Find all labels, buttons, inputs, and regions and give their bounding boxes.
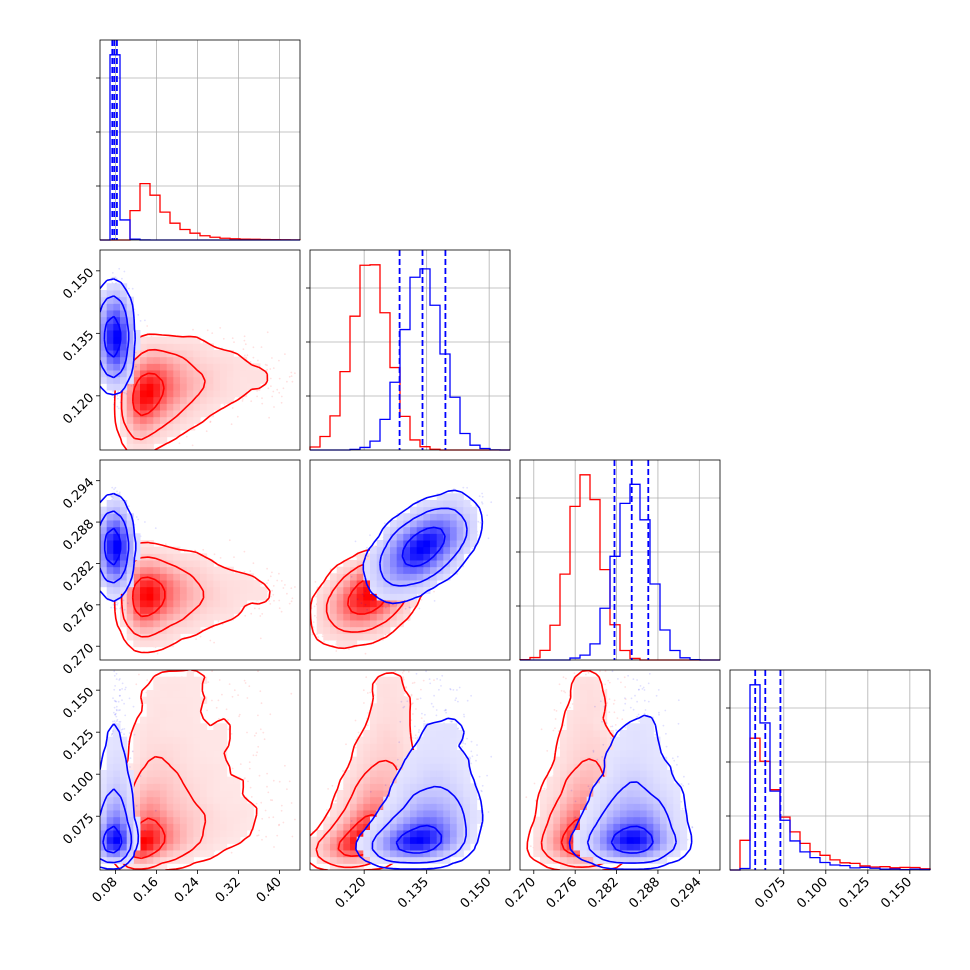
y-tick-label: 0.276	[60, 600, 97, 637]
x-tick-label: 0.100	[794, 875, 831, 912]
x-tick-label: 0.135	[395, 875, 432, 912]
x-tick-label: 0.276	[544, 875, 581, 912]
scatter-panel-3-2	[520, 0, 720, 870]
x-tick-label: 0.294	[668, 875, 705, 912]
hist-panel-2	[516, 460, 720, 660]
scatter-panel-2-1	[297, 460, 510, 660]
x-tick-label: 0.282	[585, 875, 622, 912]
x-tick-label: 0.125	[836, 875, 873, 912]
x-tick-label: 0.150	[458, 875, 495, 912]
x-tick-label: 0.24	[172, 875, 203, 906]
x-tick-label: 0.150	[878, 875, 915, 912]
y-tick-label: 0.120	[60, 391, 97, 428]
y-tick-label: 0.270	[60, 641, 97, 678]
y-tick-label: 0.075	[60, 811, 97, 848]
y-tick-label: 0.294	[60, 475, 97, 512]
x-tick-label: 0.16	[131, 875, 162, 906]
x-tick-label: 0.075	[752, 875, 789, 912]
y-tick-label: 0.125	[60, 727, 97, 764]
x-tick-label: 0.270	[502, 875, 539, 912]
y-tick-label: 0.282	[60, 558, 97, 595]
x-tick-label: 0.120	[333, 875, 370, 912]
y-tick-label: 0.288	[60, 517, 97, 554]
x-tick-label: 0.32	[213, 875, 244, 906]
x-tick-label: 0.08	[90, 875, 121, 906]
y-tick-label: 0.100	[60, 769, 97, 806]
hist-panel-0	[96, 40, 300, 240]
x-tick-label: 0.40	[254, 875, 285, 906]
hist-panel-1	[306, 250, 510, 450]
x-tick-label: 0.288	[626, 875, 663, 912]
hist-panel-3	[726, 670, 930, 870]
y-tick-label: 0.150	[60, 685, 97, 722]
y-tick-label: 0.150	[60, 266, 97, 303]
y-tick-label: 0.135	[60, 328, 97, 365]
